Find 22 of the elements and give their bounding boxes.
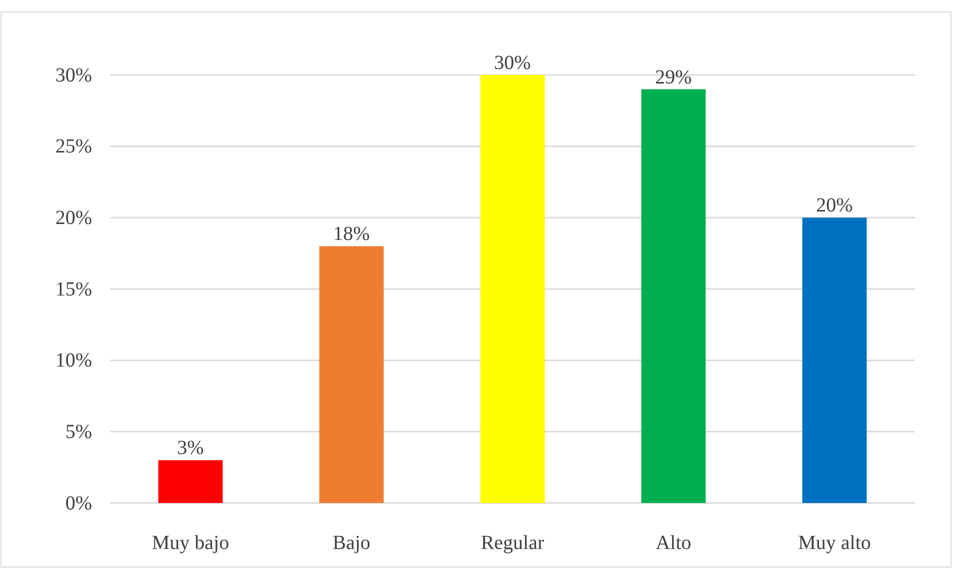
y-tick-label: 20% [55, 207, 92, 230]
x-tick-label: Alto [656, 532, 692, 554]
data-label: 18% [333, 223, 370, 246]
y-tick-label: 25% [55, 136, 92, 158]
y-tick-label: 10% [55, 350, 92, 372]
x-tick-label: Regular [480, 532, 544, 554]
x-tick-label: Muy bajo [152, 532, 230, 554]
data-label: 29% [655, 66, 692, 88]
bar [319, 246, 384, 503]
bar [641, 89, 706, 503]
data-label: 30% [494, 52, 531, 74]
y-tick-label: 30% [55, 64, 92, 86]
data-label: 3% [177, 437, 204, 460]
y-tick-label: 15% [55, 278, 92, 300]
bar [158, 460, 223, 503]
y-tick-label: 5% [65, 421, 92, 444]
y-tick-label: 0% [65, 492, 92, 514]
x-tick-label: Bajo [332, 532, 370, 554]
data-label: 20% [816, 194, 853, 217]
bar [802, 218, 867, 503]
bar [480, 75, 545, 503]
x-tick-label: Muy alto [798, 532, 871, 554]
